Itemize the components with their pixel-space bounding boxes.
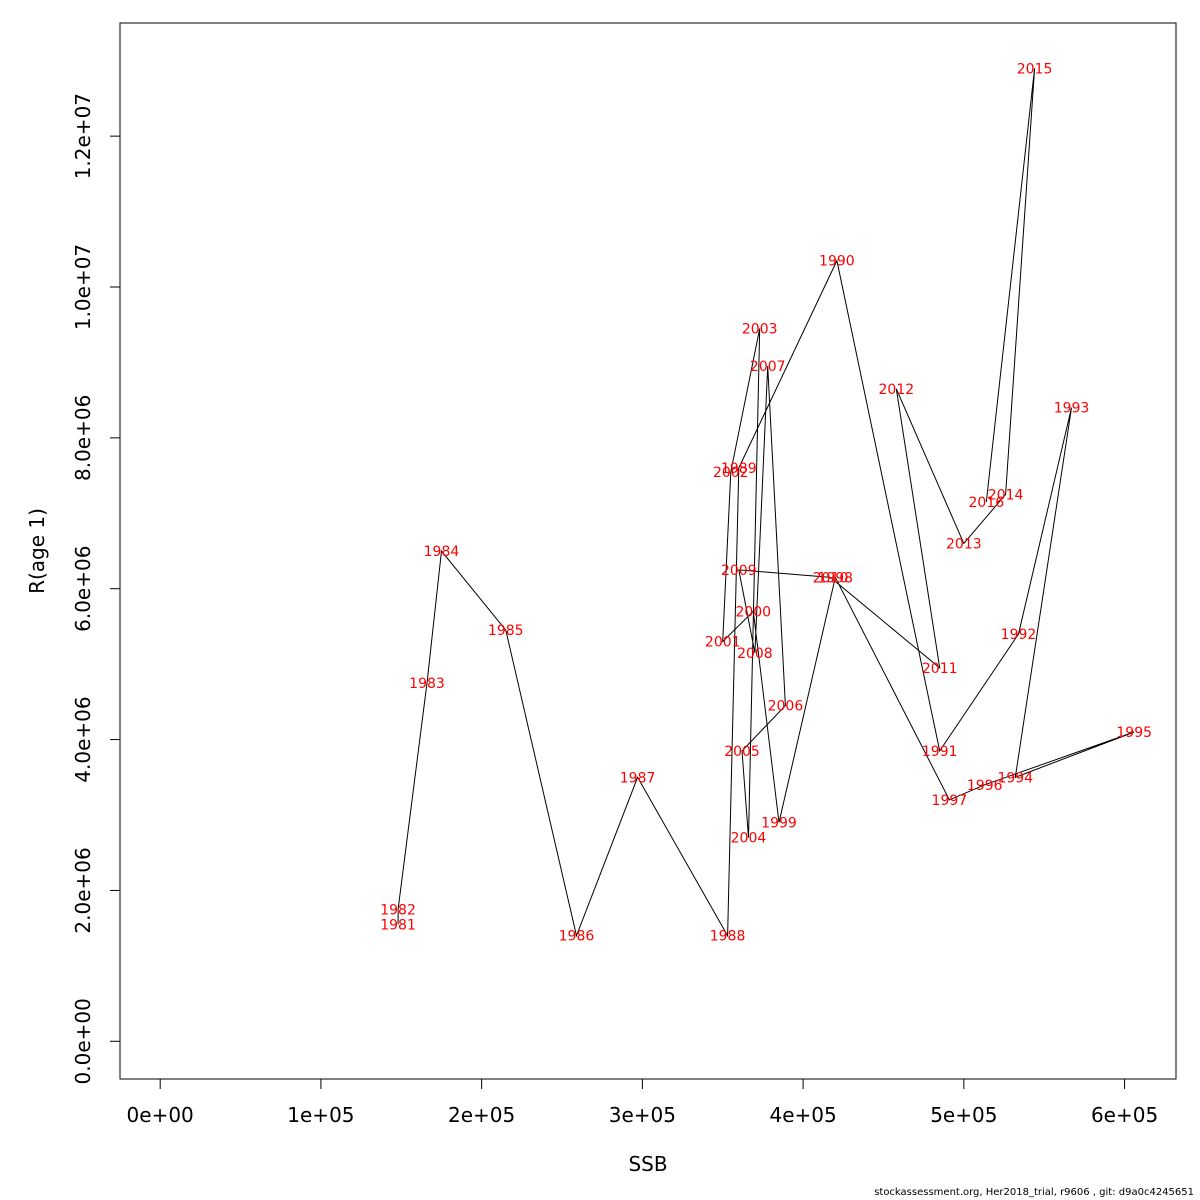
y-axis-title: R(age 1): [25, 508, 49, 594]
x-tick-label: 6e+05: [1091, 1103, 1158, 1127]
x-axis: 0e+00 1e+05 2e+05 3e+05 4e+05 5e+05 6e+05: [127, 1078, 1158, 1127]
year-label-1983: 1983: [409, 676, 445, 692]
sr-trajectory-line: [397, 68, 1135, 938]
year-label-1991: 1991: [922, 744, 958, 760]
year-label-1994: 1994: [997, 770, 1033, 786]
footer-text: stockassessment.org, Her2018_trial, r960…: [874, 1187, 1194, 1198]
y-tick-label: 4.0e+06: [71, 696, 95, 782]
year-label-2000: 2000: [735, 604, 771, 620]
year-label-1998: 1998: [817, 570, 853, 586]
year-label-2003: 2003: [742, 321, 778, 337]
year-label-2016: 2016: [969, 495, 1005, 511]
y-axis: 0.0e+00 2.0e+06 4.0e+06 6.0e+06 8.0e+06 1.0e+…: [71, 93, 121, 1084]
x-axis-title: SSB: [628, 1152, 667, 1176]
year-label-2002: 2002: [713, 465, 749, 481]
year-label-2010: 2010: [813, 570, 849, 586]
year-label-2006: 2006: [768, 699, 804, 715]
x-tick-label: 4e+05: [769, 1103, 836, 1127]
x-tick-label: 2e+05: [448, 1103, 515, 1127]
year-label-1995: 1995: [1116, 725, 1152, 741]
plot-frame: [119, 22, 1177, 1080]
year-label-1985: 1985: [488, 623, 524, 639]
year-label-2007: 2007: [750, 359, 786, 375]
x-tick-label: 5e+05: [930, 1103, 997, 1127]
year-label-2014: 2014: [988, 487, 1024, 503]
year-label-1996: 1996: [967, 778, 1003, 794]
year-label-1997: 1997: [932, 793, 968, 809]
year-label-1990: 1990: [819, 254, 855, 270]
year-label-1999: 1999: [761, 816, 797, 832]
x-tick-label: 1e+05: [287, 1103, 354, 1127]
x-tick-label: 0e+00: [127, 1103, 194, 1127]
y-tick-label: 0.0e+00: [71, 998, 95, 1084]
y-tick-label: 1.2e+07: [71, 93, 95, 179]
year-label-1986: 1986: [559, 929, 595, 945]
year-label-1988: 1988: [710, 929, 746, 945]
y-tick-label: 2.0e+06: [71, 847, 95, 933]
year-label-2005: 2005: [724, 744, 760, 760]
year-label-2015: 2015: [1017, 61, 1053, 77]
y-tick-label: 1.0e+07: [71, 244, 95, 330]
y-tick-label: 6.0e+06: [71, 546, 95, 632]
year-label-1981: 1981: [380, 917, 416, 933]
year-label-1992: 1992: [1001, 627, 1037, 643]
year-label-2008: 2008: [737, 646, 773, 662]
year-label-1982: 1982: [380, 902, 416, 918]
year-label-1993: 1993: [1054, 401, 1090, 417]
year-label-1989: 1989: [721, 461, 757, 477]
year-label-1987: 1987: [620, 770, 656, 786]
year-label-2013: 2013: [946, 536, 982, 552]
x-tick-label: 3e+05: [609, 1103, 676, 1127]
y-tick-label: 8.0e+06: [71, 395, 95, 481]
year-label-2011: 2011: [922, 661, 958, 677]
year-label-2009: 2009: [721, 563, 757, 579]
year-label-2001: 2001: [705, 635, 741, 651]
year-label-1984: 1984: [424, 544, 460, 560]
year-label-2012: 2012: [879, 382, 915, 398]
year-label-2004: 2004: [731, 831, 767, 847]
